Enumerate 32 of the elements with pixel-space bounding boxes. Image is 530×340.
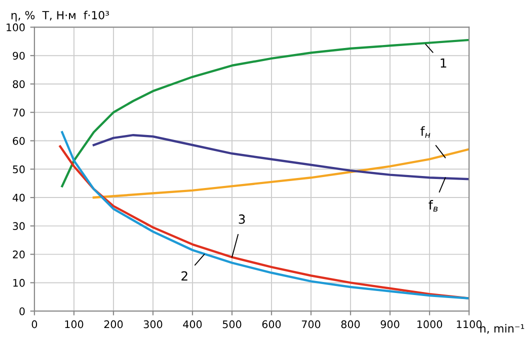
y-tick-label: 80	[12, 80, 25, 88]
y-tick-label: 60	[12, 136, 25, 145]
x-tick-label: 1100	[456, 320, 482, 328]
y-axis-title: η, % T, Н·м f·10³	[12, 10, 109, 22]
x-tick-label: 600	[262, 320, 281, 328]
y-tick-label: 30	[12, 222, 25, 230]
y-tick-label: 50	[12, 165, 25, 174]
y-tick-label: 20	[12, 250, 25, 258]
x-tick-label: 700	[302, 320, 320, 328]
x-tick-label: 500	[222, 320, 242, 328]
y-tick-label: 100	[6, 23, 25, 32]
y-tick-label: 70	[13, 108, 25, 116]
annotation: f$_{в}$	[428, 200, 438, 212]
annotation: 1	[440, 58, 446, 68]
annotation: f$_{н}$	[420, 126, 430, 138]
y-tick-label: 90	[12, 52, 25, 60]
annotation: 2	[182, 271, 188, 280]
x-tick-label: 900	[380, 320, 400, 328]
line-series	[92, 148, 470, 199]
x-tick-label: 100	[65, 320, 84, 328]
x-tick-label: 1000	[417, 320, 442, 328]
y-tick-label: 40	[12, 194, 25, 202]
annotation: 3	[238, 214, 245, 224]
y-tick-label: 0	[19, 307, 25, 316]
x-tick-label: 0	[32, 320, 38, 328]
x-tick-label: 400	[183, 320, 202, 328]
y-tick-label: 10	[13, 278, 25, 287]
x-axis-title: n, min⁻¹	[480, 324, 524, 334]
x-tick-label: 200	[104, 320, 123, 328]
x-tick-label: 300	[144, 320, 162, 328]
x-tick-label: 800	[341, 320, 360, 328]
line-series	[60, 38, 470, 188]
